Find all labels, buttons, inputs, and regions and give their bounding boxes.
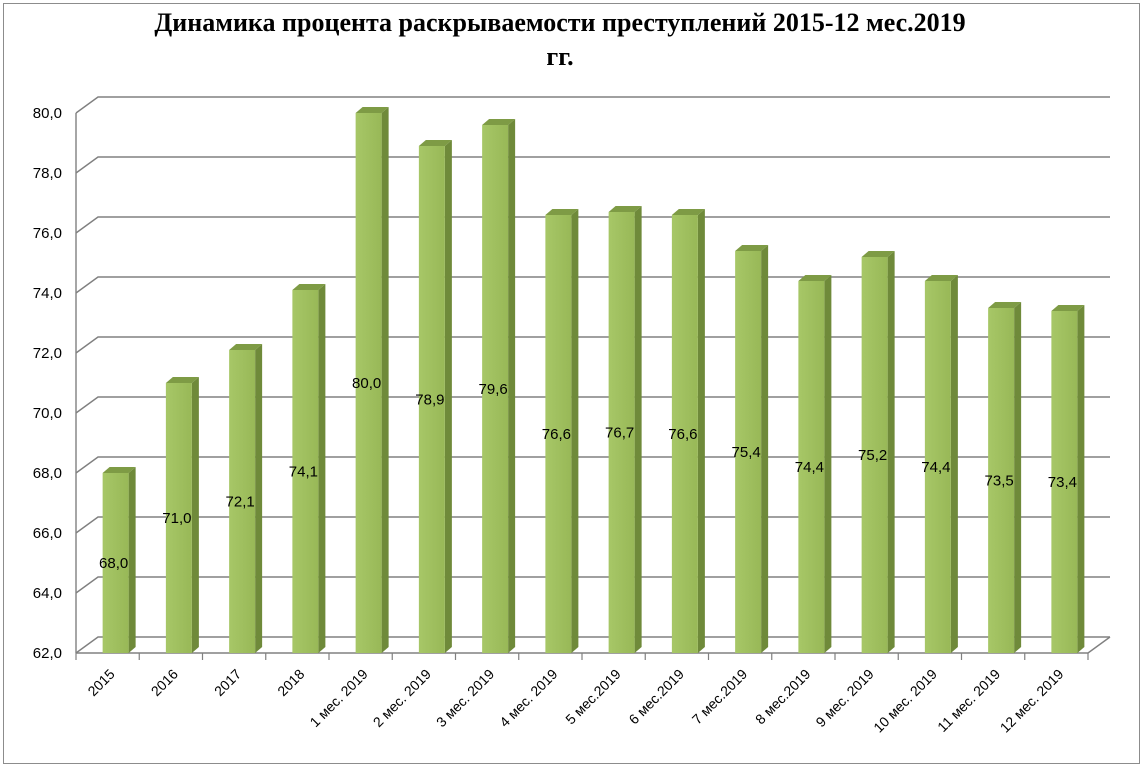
data-label: 73,4 [1048, 474, 1077, 491]
gridline [75, 336, 1110, 354]
gridline [75, 396, 1110, 414]
y-tick-label: 76,0 [33, 225, 62, 242]
gridline [75, 456, 1110, 474]
x-tick-label: 2 мес. 2019 [370, 666, 435, 731]
bar [671, 209, 705, 653]
y-tick-label: 66,0 [33, 525, 62, 542]
chart-title-line2: гг. [546, 42, 574, 71]
data-label: 75,2 [858, 447, 887, 464]
x-tick-label: 2015 [84, 666, 117, 699]
gridline [75, 516, 1110, 534]
bar [418, 140, 452, 653]
bar [292, 284, 326, 653]
data-label: 75,4 [732, 444, 761, 461]
bar [355, 107, 389, 653]
x-tick-label: 3 мес. 2019 [433, 666, 498, 731]
gridline [75, 636, 1110, 654]
bar [608, 206, 642, 653]
gridlines [75, 96, 1110, 654]
data-label: 74,4 [921, 459, 950, 476]
axes [75, 113, 1111, 660]
gridline [75, 276, 1110, 294]
bar [482, 119, 516, 653]
y-tick-labels: 62,0 64,0 66,0 68,0 70,0 72,0 74,0 76,0 78,0 80,0 [33, 105, 62, 662]
x-tick-label: 10 мес. 2019 [870, 666, 940, 736]
y-tick-label: 70,0 [33, 405, 62, 422]
data-labels: 68,0 71,0 72,1 74,1 80,0 78,9 79,6 76,6 76,7 76,6… [99, 375, 1077, 572]
bar [229, 344, 263, 653]
y-tick-label: 80,0 [33, 105, 62, 122]
bar [1051, 305, 1085, 653]
bar [798, 275, 832, 653]
x-tick-label: 2017 [211, 666, 244, 699]
gridline [75, 96, 1110, 114]
bar [735, 245, 769, 653]
chart-title-line1: Динамика процента раскрываемости преступ… [154, 8, 966, 37]
x-tick-label: 9 мес. 2019 [812, 666, 877, 731]
y-tick-label: 72,0 [33, 345, 62, 362]
data-label: 76,6 [542, 426, 571, 443]
data-label: 74,4 [795, 459, 824, 476]
data-label: 76,6 [668, 426, 697, 443]
x-tick-label: 2018 [274, 666, 307, 699]
x-tick-label: 7 мес.2019 [689, 666, 751, 728]
data-label: 76,7 [605, 425, 634, 442]
y-tick-label: 64,0 [33, 585, 62, 602]
data-label: 68,0 [99, 555, 128, 572]
gridline [75, 576, 1110, 594]
x-tick-label: 11 мес. 2019 [934, 666, 1003, 735]
bar [924, 275, 958, 653]
bar [102, 467, 136, 653]
gridline [75, 156, 1110, 174]
data-label: 74,1 [289, 464, 318, 481]
x-tick-label: 2016 [148, 666, 181, 699]
x-tick-label: 5 мес.2019 [562, 666, 624, 728]
y-tick-label: 78,0 [33, 165, 62, 182]
bar [165, 377, 199, 653]
x-tick-label: 1 мес. 2019 [306, 666, 371, 731]
x-tick-label: 4 мес. 2019 [496, 666, 561, 731]
x-tick-label: 12 мес. 2019 [997, 666, 1067, 736]
data-label: 73,5 [985, 473, 1014, 490]
data-label: 71,0 [162, 510, 191, 527]
x-tick-label: 8 мес.2019 [752, 666, 814, 728]
bar [988, 302, 1022, 653]
bars [102, 107, 1085, 653]
bar [861, 251, 895, 653]
data-label: 78,9 [415, 392, 444, 409]
data-label: 80,0 [352, 375, 381, 392]
bar [545, 209, 579, 653]
gridline [75, 216, 1110, 234]
data-label: 72,1 [226, 494, 255, 511]
y-tick-label: 62,0 [33, 645, 62, 662]
data-label: 79,6 [479, 381, 508, 398]
x-tick-label: 6 мес.2019 [625, 666, 687, 728]
y-tick-label: 68,0 [33, 465, 62, 482]
y-tick-label: 74,0 [33, 285, 62, 302]
